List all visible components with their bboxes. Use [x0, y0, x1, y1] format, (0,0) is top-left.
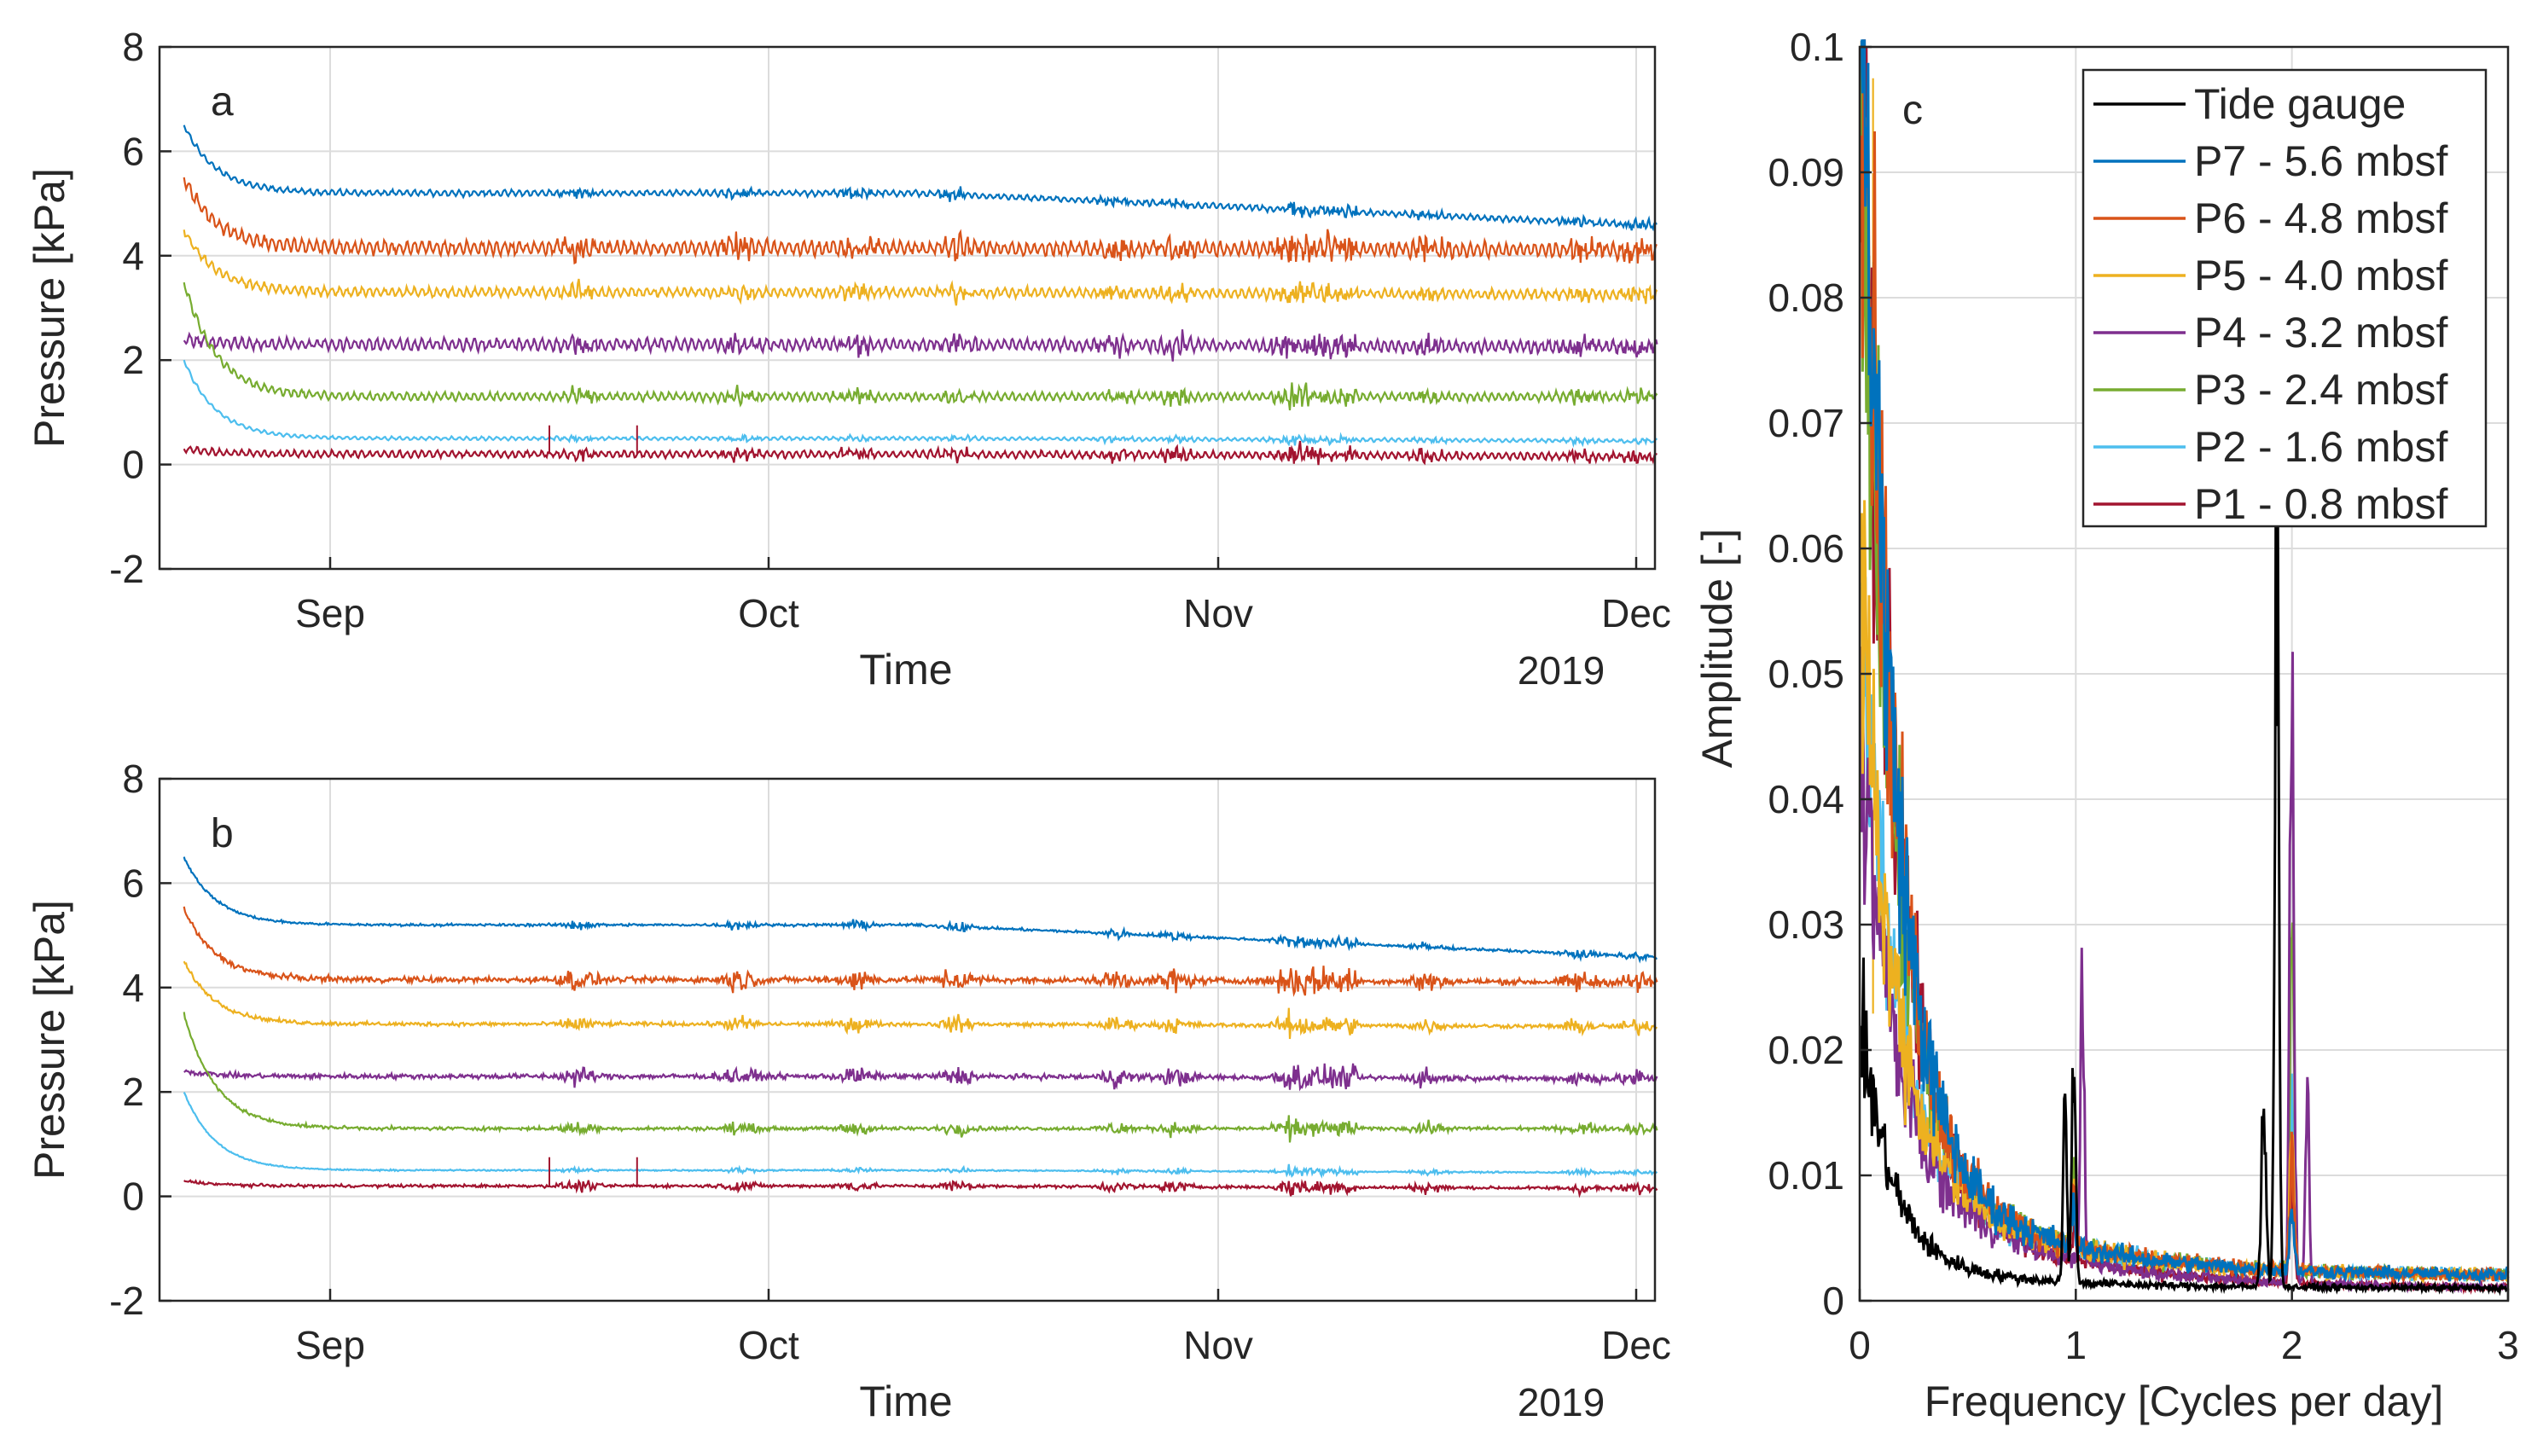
legend-entry: P3 - 2.4 mbsf: [2194, 366, 2447, 414]
x-tick-label: 1: [2065, 1323, 2087, 1367]
x-tick-label: Oct: [738, 1323, 799, 1367]
panel-b-label: b: [211, 811, 234, 856]
series-line-p4: [183, 1063, 1658, 1092]
panel-b-ticks: -2 0 2 4 6 8 Sep Oct Nov Dec: [109, 757, 1671, 1367]
y-tick-label: 0.06: [1768, 526, 1844, 571]
y-tick-label: 0.02: [1768, 1028, 1844, 1072]
series-line-p7: [183, 856, 1658, 964]
x-tick-label: Sep: [295, 1323, 365, 1367]
y-tick-label: 8: [122, 25, 144, 69]
y-tick-label: 4: [122, 966, 144, 1010]
panel-c-series: [1859, 39, 2510, 1296]
panel-c-label: c: [1902, 88, 1923, 133]
y-tick-label: 8: [122, 757, 144, 801]
y-tick-label: 0.08: [1768, 276, 1844, 320]
panel-b-ylabel: Pressure [kPa]: [26, 900, 73, 1180]
panel-b-year-label: 2019: [1518, 1380, 1605, 1424]
legend-entry: P7 - 5.6 mbsf: [2194, 137, 2447, 185]
series-line-p2: [183, 1092, 1658, 1179]
panel-b-xlabel: Time: [859, 1378, 952, 1425]
spectrum-line-tide: [1859, 454, 2509, 1296]
y-tick-label: 0.03: [1768, 902, 1844, 947]
series-line-p3: [183, 1012, 1658, 1143]
x-tick-label: Nov: [1183, 591, 1253, 635]
y-tick-label: 0.09: [1768, 150, 1844, 194]
panel-b-grid: [160, 778, 1655, 1302]
panel-a-frame: [158, 45, 1657, 571]
y-tick-label: 0.04: [1768, 777, 1844, 821]
x-tick-label: Dec: [1601, 1323, 1671, 1367]
y-tick-label: 4: [122, 234, 144, 278]
y-tick-label: 0: [122, 1175, 144, 1219]
y-tick-label: 6: [122, 861, 144, 905]
series-line-p5: [183, 960, 1658, 1040]
legend-entry: P6 - 4.8 mbsf: [2194, 194, 2447, 242]
legend-entry: P5 - 4.0 mbsf: [2194, 252, 2447, 299]
y-tick-label: 0.07: [1768, 401, 1844, 445]
y-tick-label: 2: [122, 338, 144, 382]
panel-a-ylabel: Pressure [kPa]: [26, 168, 73, 448]
y-tick-label: 0: [1822, 1279, 1844, 1323]
panel-b-frame: [158, 777, 1657, 1302]
panel-a-grid: [160, 46, 1655, 570]
series-line-p2: [183, 359, 1658, 449]
legend-box: [2081, 68, 2488, 528]
legend-entry: P4 - 3.2 mbsf: [2194, 309, 2447, 357]
y-tick-label: 0.05: [1768, 652, 1844, 696]
panel-a-ticks: -2 0 2 4 6 8 Sep Oct Nov Dec: [109, 25, 1671, 635]
legend-entry: P1 - 0.8 mbsf: [2194, 480, 2447, 528]
panel-a-year-label: 2019: [1518, 648, 1605, 693]
legend-entry: P2 - 1.6 mbsf: [2194, 423, 2447, 471]
panel-c-legend: Tide gauge P7 - 5.6 mbsf P6 - 4.8 mbsf P5 -…: [2081, 68, 2488, 528]
panel-c-spectrum: 0 0.01 0.02 0.03 0.04 0.05 0.06 0.07 0.08 0.09 0.1…: [1693, 25, 2519, 1425]
x-tick-label: Dec: [1601, 591, 1671, 635]
x-tick-label: Sep: [295, 591, 365, 635]
y-tick-label: 0: [122, 443, 144, 487]
series-line-p1: [183, 440, 1658, 466]
series-line-p3: [183, 281, 1658, 411]
y-tick-label: 0.01: [1768, 1153, 1844, 1198]
panel-c-xlabel: Frequency [Cycles per day]: [1925, 1378, 2444, 1425]
series-line-p6: [183, 177, 1658, 265]
panel-a-xlabel: Time: [859, 646, 952, 693]
panel-c-ylabel: Amplitude [-]: [1693, 529, 1741, 769]
series-line-p6: [183, 906, 1658, 997]
series-line-p5: [183, 229, 1658, 306]
series-line-p4: [183, 329, 1658, 362]
y-tick-label: 0.1: [1790, 25, 1844, 69]
spectrum-line-p7: [1860, 39, 2510, 1285]
y-tick-label: 6: [122, 129, 144, 173]
legend-entry: Tide gauge: [2194, 80, 2406, 128]
panel-c-ticks: 0 0.01 0.02 0.03 0.04 0.05 0.06 0.07 0.08 0.09 0.1…: [1768, 25, 2518, 1367]
panel-a-time-series: -2 0 2 4 6 8 Sep Oct Nov Dec a Time Pressure [kPa…: [26, 25, 1874, 693]
panel-a-label: a: [211, 79, 234, 125]
y-tick-label: -2: [109, 1279, 144, 1323]
y-tick-label: 2: [122, 1070, 144, 1114]
x-tick-label: 0: [1849, 1323, 1871, 1367]
series-line-p7: [183, 125, 1658, 232]
panel-b-series: [183, 809, 1874, 1198]
x-tick-label: Oct: [738, 591, 799, 635]
y-tick-label: -2: [109, 547, 144, 591]
x-tick-label: 2: [2281, 1323, 2303, 1367]
panel-b-time-series: -2 0 2 4 6 8 Sep Oct Nov Dec b Time Pressure [kPa…: [26, 757, 1874, 1425]
x-tick-label: 3: [2497, 1323, 2519, 1367]
x-tick-label: Nov: [1183, 1323, 1253, 1367]
panel-a-series: [183, 78, 1874, 466]
series-line-p1: [183, 1178, 1658, 1198]
